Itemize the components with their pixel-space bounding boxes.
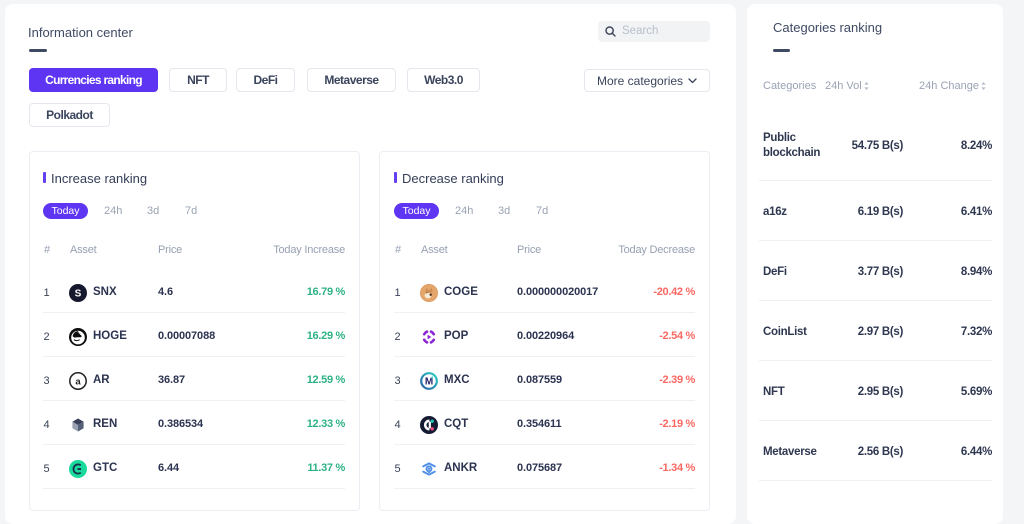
svg-text:S: S: [75, 289, 82, 300]
svg-text:M: M: [425, 377, 433, 388]
svg-text:a: a: [75, 376, 81, 387]
